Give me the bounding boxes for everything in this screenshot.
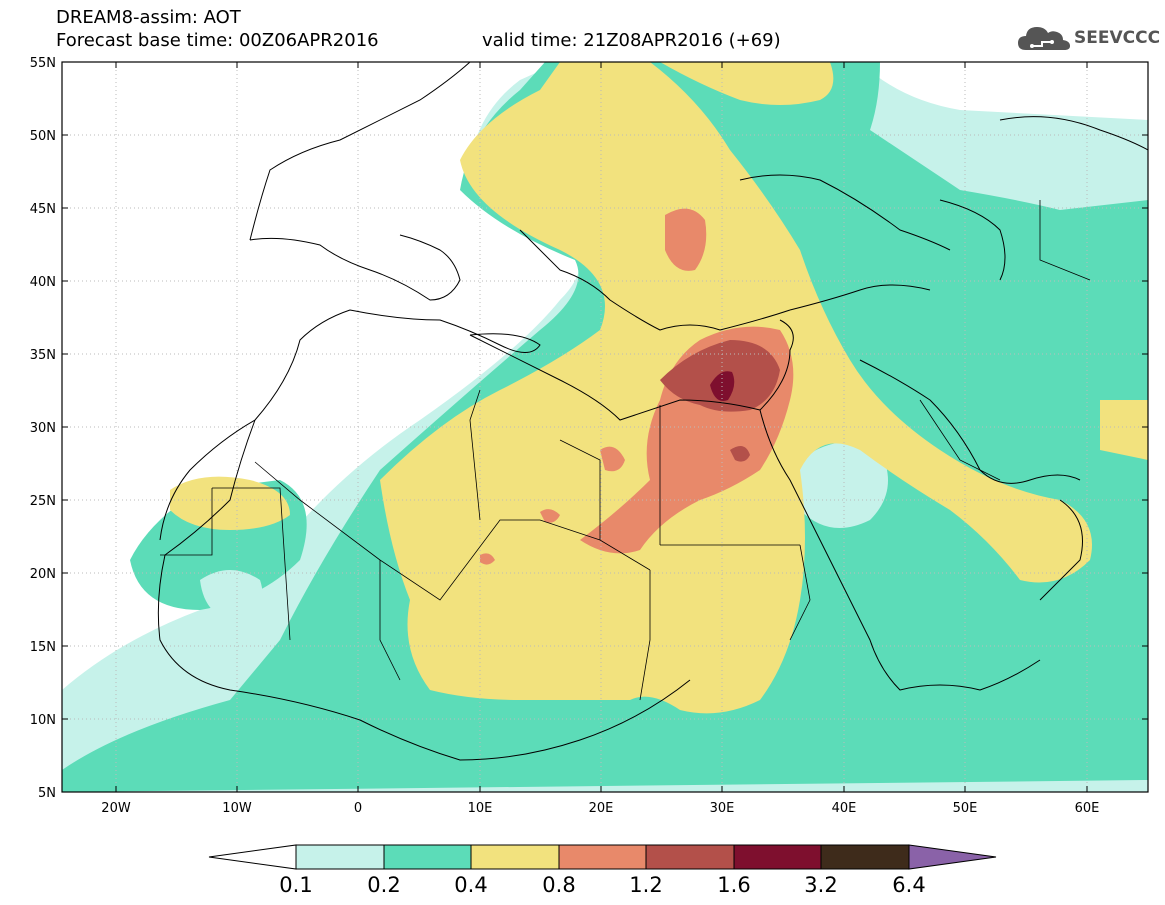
country-borders: [160, 200, 1091, 701]
lat-label: 55N: [30, 56, 56, 71]
colorbar-box-1.6: [733, 844, 822, 870]
lon-label: 20E: [589, 801, 614, 816]
lat-label: 50N: [30, 129, 56, 144]
lon-label: 0: [354, 801, 362, 816]
lon-label: 30E: [710, 801, 735, 816]
lat-label: 10N: [30, 713, 56, 728]
colorbar: 0.1 0.2 0.4 0.8 1.2 1.6 3.2 6.4: [208, 844, 997, 897]
chart-title: DREAM8-assim: AOT: [56, 7, 241, 28]
valid-time: valid time: 21Z08APR2016 (+69): [482, 30, 781, 51]
lat-label: 35N: [30, 348, 56, 363]
lat-label: 20N: [30, 567, 56, 582]
aot-field: [62, 62, 1148, 792]
colorbar-low-arrow: [208, 844, 297, 870]
colorbar-box-0.1: [295, 844, 385, 870]
forecast-base-time: Forecast base time: 00Z06APR2016: [56, 30, 379, 51]
lat-label: 15N: [30, 640, 56, 655]
colorbar-box-0.4: [470, 844, 560, 870]
colorbar-label: 0.2: [367, 873, 400, 897]
lon-label: 20W: [101, 801, 131, 816]
lon-label: 50E: [953, 801, 978, 816]
colorbar-label: 1.6: [717, 873, 750, 897]
lat-label: 5N: [38, 786, 56, 801]
longitude-labels: 20W 10W 0 10E 20E 30E 40E 50E 60E: [101, 801, 1099, 816]
lat-label: 45N: [30, 202, 56, 217]
coastlines: [157, 62, 1148, 761]
lat-label: 25N: [30, 494, 56, 509]
colorbar-label: 3.2: [804, 873, 837, 897]
colorbar-label: 0.4: [454, 873, 487, 897]
colorbar-label: 0.8: [542, 873, 575, 897]
lat-label: 30N: [30, 421, 56, 436]
graticule: [62, 62, 1148, 792]
colorbar-box-3.2: [820, 844, 910, 870]
colorbar-label: 0.1: [279, 873, 312, 897]
colorbar-box-1.2: [645, 844, 735, 870]
colorbar-label: 1.2: [629, 873, 662, 897]
logo-text: SEEVCCC: [1074, 28, 1161, 48]
colorbar-high-arrow: [908, 844, 997, 870]
lon-label: 40E: [832, 801, 857, 816]
colorbar-box-0.2: [383, 844, 472, 870]
lon-label: 60E: [1075, 801, 1100, 816]
colorbar-box-0.8: [558, 844, 647, 870]
latitude-labels: 55N 50N 45N 40N 35N 30N 25N 20N 15N 10N …: [30, 56, 56, 801]
axis-ticks: [62, 61, 1148, 793]
lon-label: 10E: [468, 801, 493, 816]
cloud-icon: [1018, 27, 1070, 50]
colorbar-label: 6.4: [892, 873, 925, 897]
lon-label: 10W: [222, 801, 252, 816]
lat-label: 40N: [30, 275, 56, 290]
seevccc-logo: SEEVCCC: [1016, 22, 1160, 56]
